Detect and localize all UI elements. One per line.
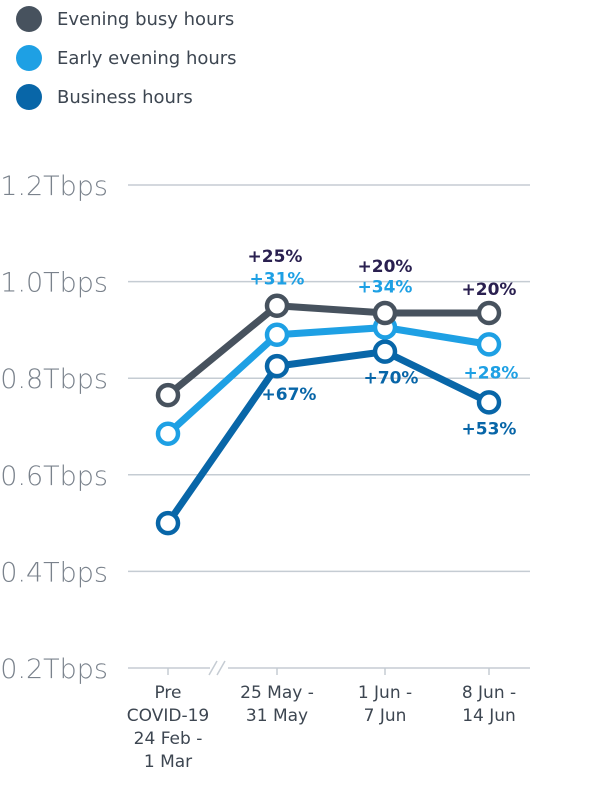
legend-swatch-2 bbox=[16, 84, 42, 110]
axis-break-slash bbox=[216, 660, 226, 676]
data-label: +20% bbox=[462, 280, 517, 300]
y-tick-label: 0.6Tbps bbox=[0, 461, 108, 492]
x-tick-label-line: 31 May bbox=[246, 706, 308, 726]
data-label: +20% bbox=[358, 257, 413, 277]
legend-swatch-0 bbox=[16, 6, 42, 32]
legend-label-1: Early evening hours bbox=[57, 48, 237, 69]
series-line-2 bbox=[164, 348, 493, 527]
y-axis: 1.2Tbps 1.0Tbps 0.8Tbps 0.6Tbps 0.4Tbps 0.2Tb… bbox=[0, 171, 108, 685]
data-point bbox=[155, 421, 181, 446]
y-tick-label: 0.2Tbps bbox=[0, 654, 108, 685]
x-tick-label-line: COVID-19 bbox=[127, 706, 209, 726]
y-tick-label: 1.0Tbps bbox=[0, 268, 108, 299]
x-tick-label-line: 24 Feb - bbox=[134, 729, 203, 749]
data-point bbox=[155, 382, 181, 408]
x-tick-label-line: 8 Jun - bbox=[462, 683, 516, 703]
data-label: +34% bbox=[358, 277, 413, 297]
x-axis: Pre COVID-19 24 Feb - 1 Mar 25 May - 31 May 1 … bbox=[127, 660, 516, 772]
x-tick-label-line: 25 May - bbox=[240, 683, 314, 703]
data-label: +67% bbox=[262, 385, 317, 405]
data-labels: +25% +20% +20% +31% +34% +28% +67% +70% +53% bbox=[248, 247, 519, 440]
data-label: +70% bbox=[364, 369, 419, 389]
legend-swatch-1 bbox=[16, 45, 42, 71]
x-tick-label: 1 Jun - 7 Jun bbox=[358, 683, 412, 726]
x-tick-label-line: Pre bbox=[154, 683, 181, 703]
data-point bbox=[476, 390, 502, 415]
data-point bbox=[155, 510, 181, 536]
data-label: +53% bbox=[462, 419, 517, 439]
y-tick-label: 0.4Tbps bbox=[0, 557, 108, 588]
data-point bbox=[476, 300, 502, 326]
series-line-1 bbox=[164, 323, 493, 438]
data-label: +25% bbox=[248, 247, 303, 267]
legend-label-0: Evening busy hours bbox=[57, 9, 234, 30]
gridlines bbox=[128, 184, 530, 669]
data-point bbox=[264, 293, 290, 318]
data-label: +28% bbox=[464, 363, 519, 383]
data-point bbox=[264, 322, 290, 347]
data-point bbox=[372, 300, 398, 326]
legend-label-2: Business hours bbox=[57, 87, 193, 108]
data-point bbox=[372, 339, 398, 364]
axis-break-marker bbox=[208, 660, 228, 676]
x-tick-label-line: 1 Jun - bbox=[358, 683, 412, 703]
x-tick-label-line: 14 Jun bbox=[462, 706, 516, 726]
y-tick-label: 0.8Tbps bbox=[0, 364, 108, 395]
x-tick-label-line: 7 Jun bbox=[364, 706, 407, 726]
legend: Evening busy hours Early evening hours Bus… bbox=[16, 6, 237, 110]
y-tick-label: 1.2Tbps bbox=[0, 171, 108, 202]
x-tick-label: Pre COVID-19 24 Feb - 1 Mar bbox=[127, 683, 209, 772]
axis-break-slash bbox=[208, 660, 218, 676]
series-group bbox=[155, 293, 502, 536]
data-point bbox=[476, 332, 502, 357]
x-tick-label: 25 May - 31 May bbox=[240, 683, 314, 726]
series-line-0 bbox=[164, 302, 493, 399]
x-tick-label-line: 1 Mar bbox=[144, 752, 192, 772]
data-point bbox=[264, 353, 290, 379]
x-tick-label: 8 Jun - 14 Jun bbox=[462, 683, 516, 726]
data-label: +31% bbox=[250, 270, 305, 290]
